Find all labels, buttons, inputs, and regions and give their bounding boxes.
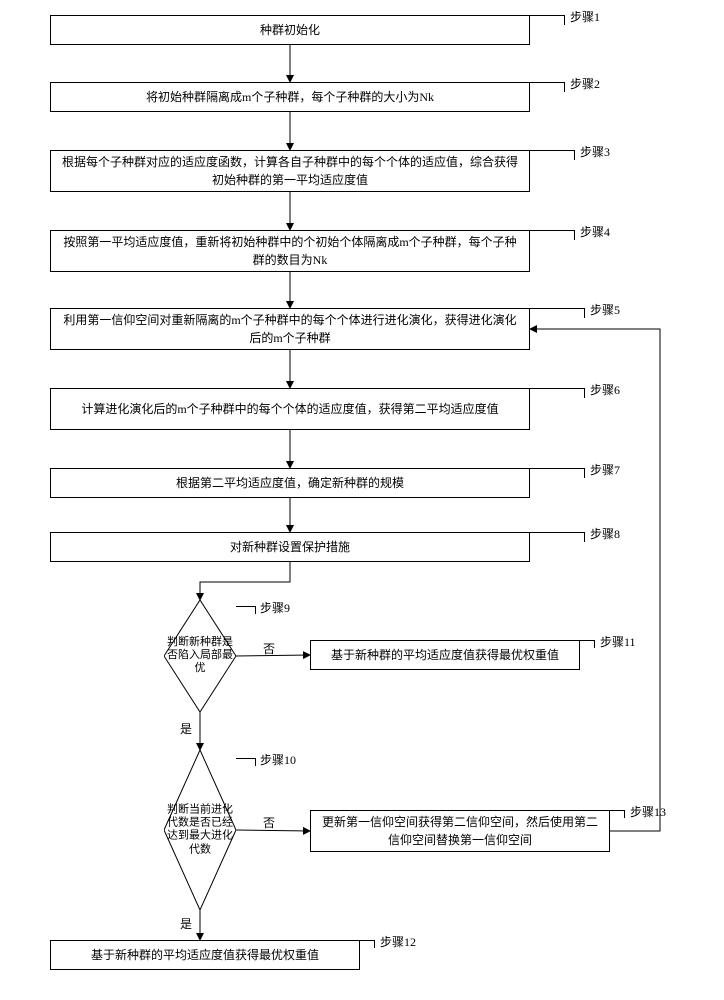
decision-9: 判断新种群是否陷入局部最优 (164, 600, 236, 712)
label-8: 步骤8 (590, 525, 620, 542)
callout-6 (530, 388, 585, 398)
decision-10: 判断当前进化代数是否已经达到最大进化代数 (164, 750, 236, 910)
step-8: 对新种群设置保护措施 (50, 532, 530, 562)
step-11: 基于新种群的平均适应度值获得最优权重值 (310, 640, 580, 670)
step-13-text: 更新第一信仰空间获得第二信仰空间，然后使用第二信仰空间替换第一信仰空间 (319, 813, 601, 849)
label-11: 步骤11 (600, 633, 636, 650)
label-10: 步骤10 (260, 751, 296, 768)
step-3: 根据每个子种群对应的适应度函数，计算各自子种群中的每个个体的适应值，综合获得初始… (50, 150, 530, 192)
step-3-text: 根据每个子种群对应的适应度函数，计算各自子种群中的每个个体的适应值，综合获得初始… (59, 153, 521, 189)
step-6: 计算进化演化后的m个子种群中的每个个体的适应度值，获得第二平均适应度值 (50, 388, 530, 430)
callout-10 (236, 758, 256, 766)
callout-12 (360, 940, 375, 948)
callout-11 (580, 640, 595, 648)
label-4: 步骤4 (580, 223, 610, 240)
label-2: 步骤2 (570, 75, 600, 92)
label-5: 步骤5 (590, 301, 620, 318)
callout-13 (610, 810, 625, 818)
callout-1 (530, 15, 565, 25)
label-9: 步骤9 (260, 599, 290, 616)
edge-d10-yes: 是 (180, 915, 192, 932)
callout-4 (530, 230, 575, 240)
step-13: 更新第一信仰空间获得第二信仰空间，然后使用第二信仰空间替换第一信仰空间 (310, 810, 610, 852)
callout-2 (530, 82, 565, 92)
step-7: 根据第二平均适应度值，确定新种群的规模 (50, 468, 530, 498)
step-8-text: 对新种群设置保护措施 (230, 538, 350, 556)
callout-9 (236, 606, 256, 614)
callout-8 (530, 532, 585, 542)
step-5: 利用第一信仰空间对重新隔离的m个子种群中的每个个体进行进化演化，获得进化演化后的… (50, 308, 530, 350)
edge-d9-no: 否 (263, 640, 275, 657)
callout-3 (530, 150, 575, 160)
step-1-text: 种群初始化 (260, 21, 320, 39)
callout-7 (530, 468, 585, 478)
decision-9-text: 判断新种群是否陷入局部最优 (164, 636, 236, 676)
step-7-text: 根据第二平均适应度值，确定新种群的规模 (176, 474, 404, 492)
step-2: 将初始种群隔离成m个子种群，每个子种群的大小为Nk (50, 82, 530, 112)
step-5-text: 利用第一信仰空间对重新隔离的m个子种群中的每个个体进行进化演化，获得进化演化后的… (59, 311, 521, 347)
step-2-text: 将初始种群隔离成m个子种群，每个子种群的大小为Nk (146, 88, 434, 106)
edge-d9-yes: 是 (180, 720, 192, 737)
label-7: 步骤7 (590, 461, 620, 478)
step-4: 按照第一平均适应度值，重新将初始种群中的个初始个体隔离成m个子种群，每个子种群的… (50, 230, 530, 272)
step-4-text: 按照第一平均适应度值，重新将初始种群中的个初始个体隔离成m个子种群，每个子种群的… (59, 233, 521, 269)
step-1: 种群初始化 (50, 15, 530, 45)
label-6: 步骤6 (590, 381, 620, 398)
step-6-text: 计算进化演化后的m个子种群中的每个个体的适应度值，获得第二平均适应度值 (81, 400, 498, 418)
label-3: 步骤3 (580, 143, 610, 160)
step-12: 基于新种群的平均适应度值获得最优权重值 (50, 940, 360, 970)
callout-5 (530, 308, 585, 318)
step-11-text: 基于新种群的平均适应度值获得最优权重值 (331, 646, 559, 664)
edge-d10-no: 否 (263, 814, 275, 831)
label-13: 步骤13 (630, 803, 666, 820)
step-12-text: 基于新种群的平均适应度值获得最优权重值 (91, 946, 319, 964)
label-12: 步骤12 (380, 933, 416, 950)
label-1: 步骤1 (570, 8, 600, 25)
decision-10-text: 判断当前进化代数是否已经达到最大进化代数 (164, 804, 236, 857)
